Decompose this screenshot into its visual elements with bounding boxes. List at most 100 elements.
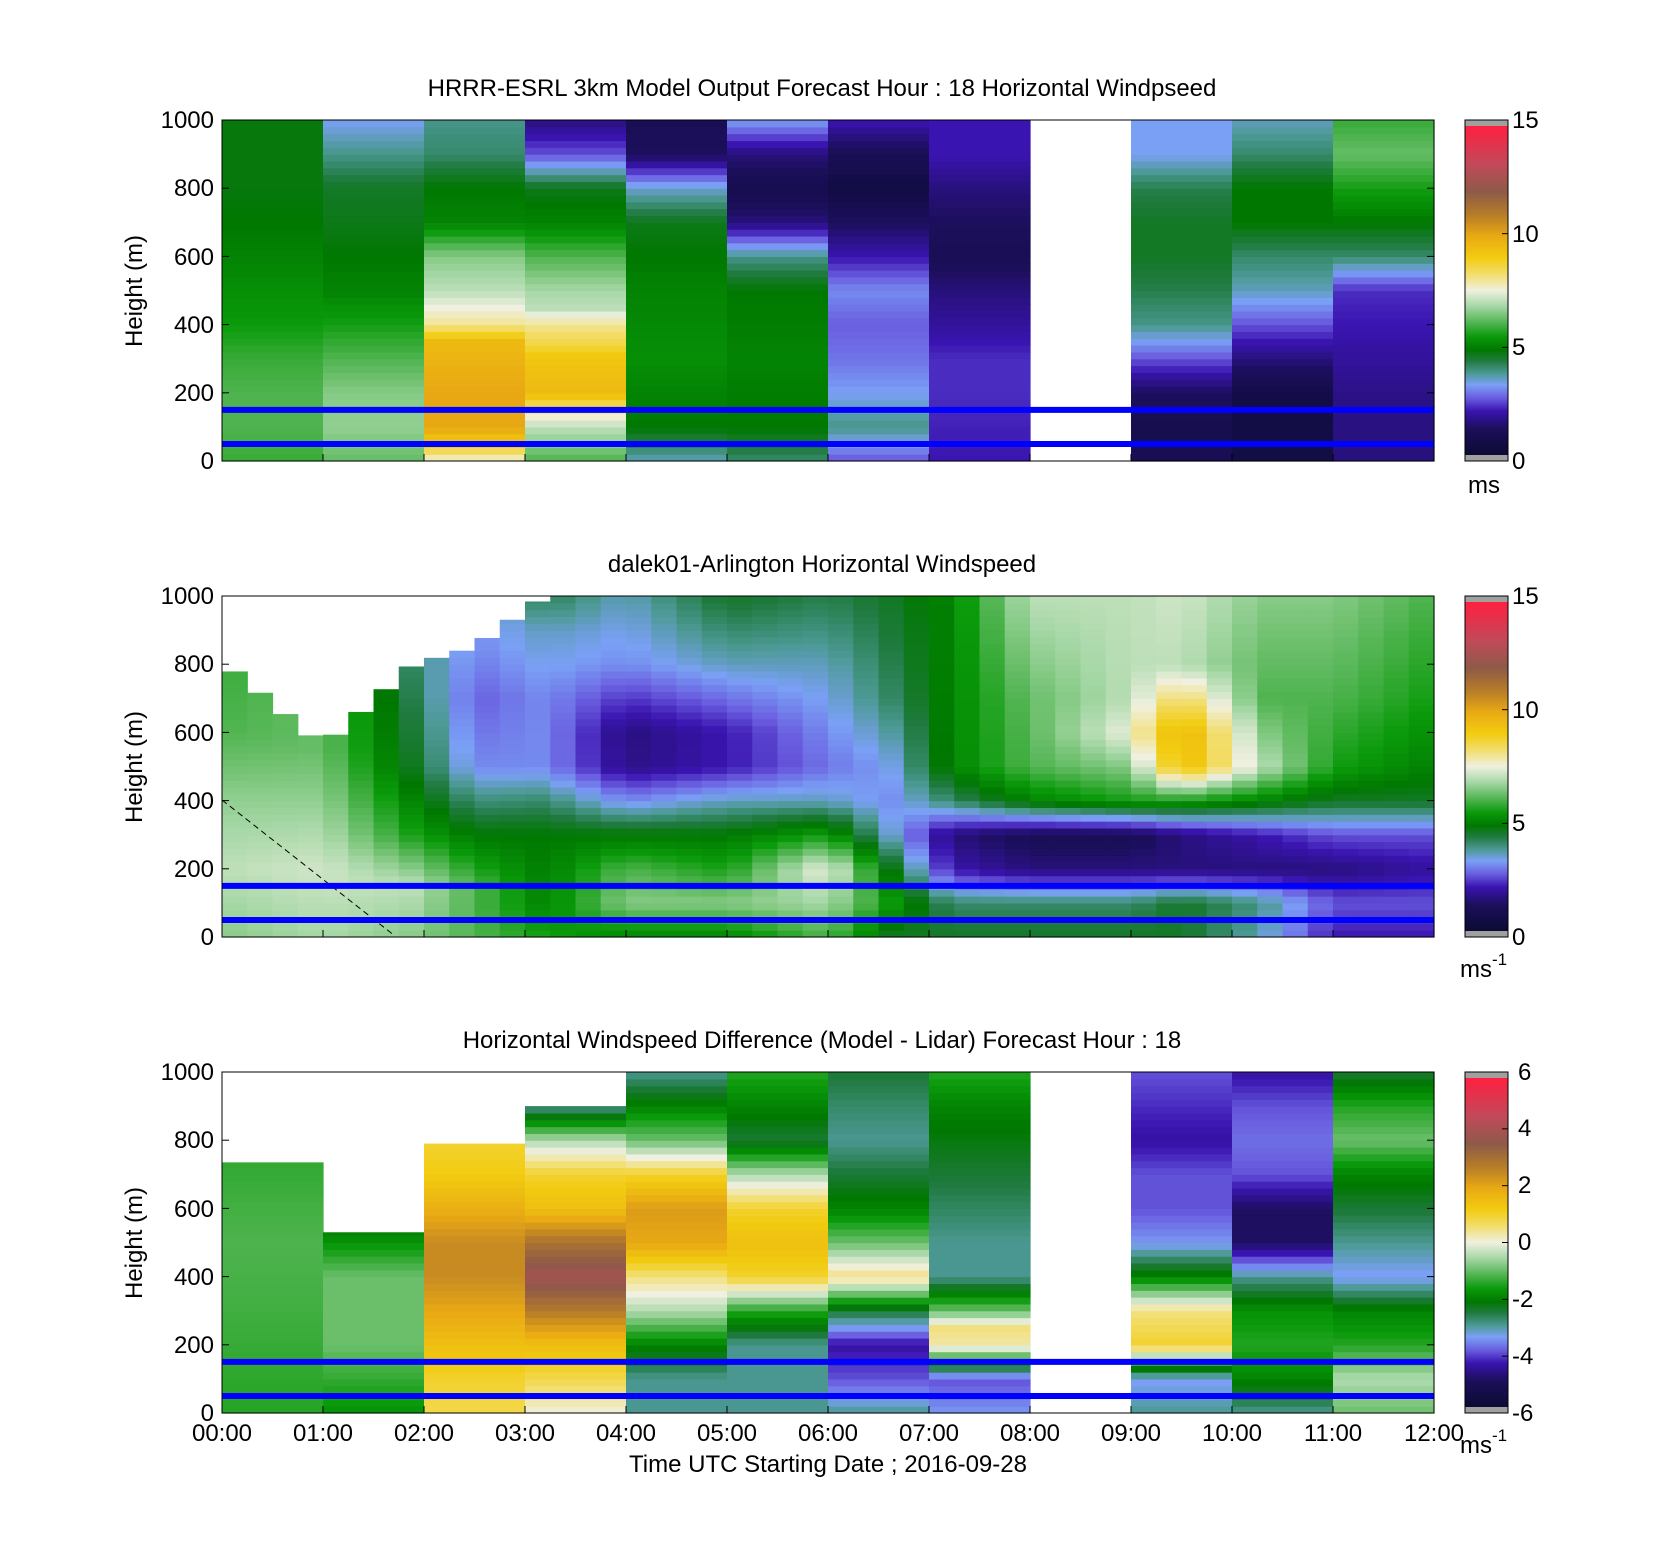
heatmap-cell bbox=[499, 636, 526, 645]
heatmap-cell bbox=[727, 208, 829, 217]
heatmap-cell bbox=[626, 304, 728, 312]
heatmap-cell bbox=[802, 861, 829, 870]
heatmap-cell bbox=[727, 677, 753, 686]
heatmap-cell bbox=[398, 718, 425, 727]
heatmap-cell bbox=[1383, 698, 1410, 706]
heatmap-cell bbox=[1004, 664, 1031, 672]
heatmap-cell bbox=[525, 324, 627, 333]
heatmap-cell bbox=[954, 664, 981, 672]
heatmap-cell bbox=[297, 773, 324, 781]
heatmap-cell bbox=[1383, 664, 1410, 672]
heatmap-cell bbox=[676, 786, 703, 795]
heatmap-cell bbox=[1383, 643, 1410, 652]
heatmap-cell bbox=[499, 619, 526, 624]
heatmap-cell bbox=[1358, 773, 1385, 781]
heatmap-cell bbox=[752, 732, 779, 740]
heatmap-cell bbox=[1333, 399, 1435, 408]
heatmap-cell bbox=[626, 420, 728, 428]
heatmap-cell bbox=[474, 711, 501, 720]
heatmap-cell bbox=[525, 297, 627, 305]
heatmap-cell bbox=[1282, 793, 1309, 802]
heatmap-cell bbox=[1257, 841, 1284, 849]
heatmap-cell bbox=[1307, 848, 1334, 856]
heatmap-cell bbox=[1004, 698, 1031, 706]
heatmap-cell bbox=[1383, 868, 1410, 877]
heatmap-cell bbox=[424, 1201, 526, 1209]
heatmap-cell bbox=[525, 601, 551, 604]
y-tick-label: 200 bbox=[174, 380, 214, 407]
heatmap-cell bbox=[828, 263, 930, 271]
heatmap-cell bbox=[1333, 1344, 1435, 1353]
heatmap-cell bbox=[323, 208, 425, 217]
heatmap-cell bbox=[222, 875, 248, 884]
heatmap-cell bbox=[727, 834, 753, 843]
heatmap-cell bbox=[449, 889, 476, 897]
heatmap-cell bbox=[550, 868, 577, 877]
heatmap-cell bbox=[1181, 889, 1208, 897]
heatmap-cell bbox=[525, 379, 627, 387]
heatmap-cell bbox=[525, 821, 551, 829]
heatmap-cell bbox=[1080, 691, 1107, 699]
heatmap-cell bbox=[1030, 821, 1056, 829]
heatmap-cell bbox=[272, 800, 299, 809]
heatmap-cell bbox=[1232, 1378, 1334, 1387]
heatmap-cell bbox=[929, 447, 1031, 455]
heatmap-cell bbox=[1232, 235, 1334, 244]
heatmap-cell bbox=[752, 711, 779, 720]
heatmap-cell bbox=[651, 630, 678, 638]
heatmap-cell bbox=[1131, 732, 1157, 740]
heatmap-cell bbox=[1257, 671, 1284, 679]
heatmap-cell bbox=[828, 739, 854, 747]
heatmap-cell bbox=[272, 739, 299, 747]
heatmap-cell bbox=[903, 786, 930, 795]
heatmap-cell bbox=[474, 786, 501, 795]
heatmap-cell bbox=[449, 875, 476, 884]
heatmap-cell bbox=[600, 602, 627, 611]
heatmap-cell bbox=[1181, 630, 1208, 638]
heatmap-cell bbox=[1156, 650, 1183, 658]
heatmap-cell bbox=[474, 718, 501, 727]
heatmap-cell bbox=[424, 1290, 526, 1298]
heatmap-cell bbox=[222, 1256, 324, 1264]
heatmap-cell bbox=[1232, 365, 1334, 373]
heatmap-cell bbox=[1257, 718, 1284, 727]
heatmap-cell bbox=[1181, 752, 1208, 761]
heatmap-cell bbox=[1282, 896, 1309, 904]
heatmap-cell bbox=[1004, 746, 1031, 754]
heatmap-cell bbox=[626, 609, 652, 618]
heatmap-cell bbox=[828, 447, 930, 455]
heatmap-cell bbox=[929, 345, 1031, 353]
heatmap-cell bbox=[727, 650, 753, 658]
heatmap-cell bbox=[1080, 875, 1107, 884]
heatmap-cell bbox=[676, 780, 703, 788]
heatmap-cell bbox=[626, 909, 652, 918]
heatmap-cell bbox=[929, 1365, 1031, 1373]
heatmap-cell bbox=[323, 270, 425, 278]
heatmap-cell bbox=[222, 249, 324, 257]
heatmap-cell bbox=[1131, 596, 1157, 604]
heatmap-cell bbox=[1257, 848, 1284, 856]
heatmap-cell bbox=[1232, 1249, 1334, 1257]
heatmap-cell bbox=[727, 174, 829, 182]
heatmap-cell bbox=[626, 616, 652, 624]
heatmap-cell bbox=[323, 174, 425, 182]
heatmap-cell bbox=[550, 725, 577, 733]
heatmap-cell bbox=[1030, 630, 1056, 638]
heatmap-cell bbox=[222, 732, 248, 740]
heatmap-cell bbox=[752, 691, 779, 699]
heatmap-cell bbox=[348, 855, 375, 863]
heatmap-cell bbox=[1131, 1242, 1233, 1250]
heatmap-cell bbox=[1232, 222, 1334, 230]
heatmap-cell bbox=[676, 718, 703, 727]
heatmap-cell bbox=[1131, 1365, 1233, 1373]
heatmap-cell bbox=[727, 875, 753, 884]
heatmap-cell bbox=[626, 338, 728, 346]
heatmap-cell bbox=[373, 705, 400, 713]
heatmap-cell bbox=[525, 793, 551, 802]
heatmap-cell bbox=[802, 814, 829, 822]
heatmap-cell bbox=[1383, 807, 1410, 815]
heatmap-cell bbox=[1333, 875, 1359, 884]
heatmap-cell bbox=[424, 861, 450, 870]
heatmap-cell bbox=[1383, 657, 1410, 665]
heatmap-cell bbox=[1232, 684, 1258, 693]
